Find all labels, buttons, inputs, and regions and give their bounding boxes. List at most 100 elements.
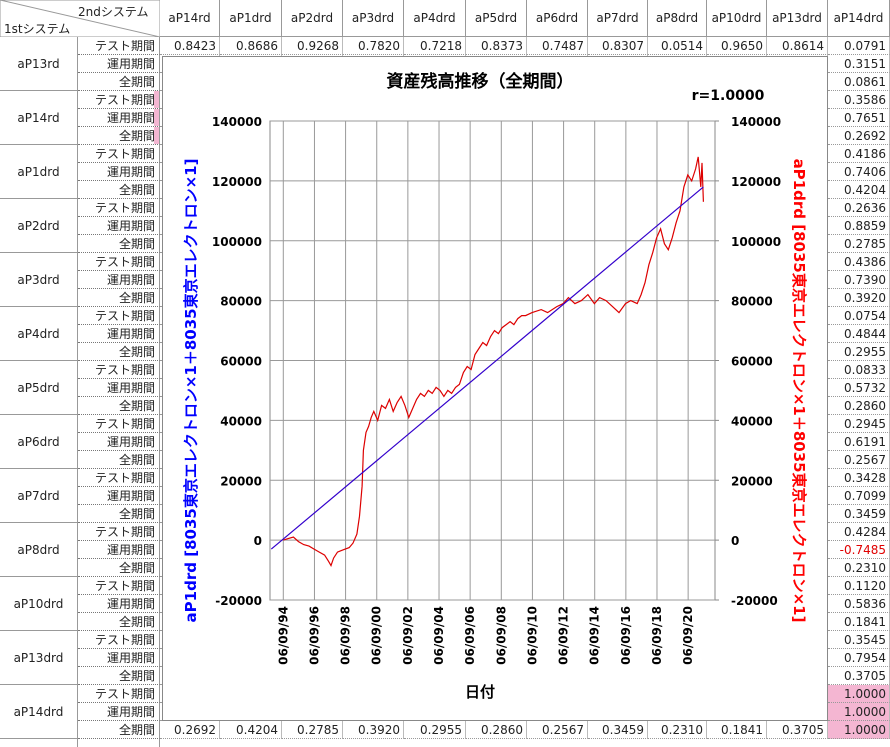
row-group-label: aP13rd <box>0 37 78 91</box>
row-label: テスト期間 <box>78 307 160 325</box>
value-cell: 0.7651 <box>828 109 890 127</box>
row-label: 全期間 <box>78 397 160 415</box>
value-cell: 0.7487 <box>527 37 588 55</box>
row-group-label: aP5drd <box>0 361 78 415</box>
y-tick-label: 60000 <box>220 355 262 369</box>
x-tick-label: 06/09/98 <box>339 606 353 665</box>
column-header: aP8drd <box>648 0 707 37</box>
value-cell: 0.2860 <box>828 397 890 415</box>
value-cell: 0.0514 <box>648 37 707 55</box>
value-cell: 0.8307 <box>588 37 648 55</box>
chart: 資産残高推移（全期間） r=1.0000 日付 -20000 0 20000 4000… <box>162 56 828 721</box>
y-tick-label: 20000 <box>220 474 262 488</box>
row-label: 全期間 <box>78 343 160 361</box>
value-cell: 0.5732 <box>828 379 890 397</box>
y-tick-label: 0 <box>254 534 262 548</box>
row-group-label: aP1drd <box>0 145 78 199</box>
y-tick-label: 120000 <box>212 175 262 189</box>
row-label: 全期間 <box>78 73 160 91</box>
row-label: 全期間 <box>78 721 160 739</box>
row-label: 全期間 <box>78 235 160 253</box>
value-cell: 0.2945 <box>828 415 890 433</box>
row-group-label: aP3drd <box>0 253 78 307</box>
column-header: aP13drd <box>767 0 828 37</box>
value-cell: 0.2567 <box>828 451 890 469</box>
row-group-label: aP7drd <box>0 469 78 523</box>
chart-title: 資産残高推移（全期間） <box>387 71 574 92</box>
value-cell: 0.3459 <box>828 505 890 523</box>
value-cell: 0.1841 <box>828 613 890 631</box>
value-cell: 0.3151 <box>828 55 890 73</box>
row-label: テスト期間 <box>78 145 160 163</box>
x-tick-label: 06/09/00 <box>370 606 384 665</box>
row-label: テスト期間 <box>78 37 160 55</box>
row-label: 運用期間 <box>78 649 160 667</box>
value-cell: 0.2785 <box>828 235 890 253</box>
row-label: 運用期間 <box>78 595 160 613</box>
value-cell: 1.0000 <box>828 703 890 721</box>
value-cell: 0.0861 <box>828 73 890 91</box>
value-cell: 0.4204 <box>220 721 282 739</box>
y-tick-label: 140000 <box>212 115 262 129</box>
y-axis-label: aP1drd [8035東京エレクトロン×1＋8035東京エレクトロン×1] <box>182 159 200 623</box>
value-cell: 0.7099 <box>828 487 890 505</box>
x-tick-label: 06/09/02 <box>401 606 415 665</box>
value-cell: 0.7390 <box>828 271 890 289</box>
row-label: 運用期間 <box>78 433 160 451</box>
y-tick-label: 100000 <box>212 235 262 249</box>
y2-axis-label: aP1drd [8035東京エレクトロン×1＋8035東京エレクトロン×1] <box>790 159 808 623</box>
value-cell: 0.9268 <box>282 37 343 55</box>
value-cell: 0.9650 <box>707 37 767 55</box>
value-cell: 0.7218 <box>404 37 466 55</box>
series-line <box>283 156 704 568</box>
x-tick-label: 06/09/06 <box>463 606 477 665</box>
x-tick-label: 06/09/16 <box>619 606 633 665</box>
row-label: 全期間 <box>78 559 160 577</box>
row-group-label: aP10drd <box>0 577 78 631</box>
x-tick-label: 06/09/08 <box>494 606 508 665</box>
row-label: テスト期間 <box>78 415 160 433</box>
column-header: aP3drd <box>343 0 404 37</box>
value-cell: 0.3428 <box>828 469 890 487</box>
row-label: 全期間 <box>78 613 160 631</box>
row-label: テスト期間 <box>78 631 160 649</box>
x-tick-label: 06/09/14 <box>588 606 602 665</box>
row-label: テスト期間 <box>78 361 160 379</box>
value-cell: 0.8614 <box>767 37 828 55</box>
x-tick-label: 06/09/96 <box>307 606 321 665</box>
corner-top: 2ndシステム <box>78 5 149 19</box>
value-cell: 0.3459 <box>588 721 648 739</box>
value-cell: 0.3545 <box>828 631 890 649</box>
row-label: 全期間 <box>78 289 160 307</box>
value-cell: 1.0000 <box>828 685 890 703</box>
value-cell: 0.3705 <box>828 667 890 685</box>
x-tick-label: 06/09/04 <box>432 606 446 665</box>
value-cell: 0.8423 <box>160 37 220 55</box>
row-group-label: aP2drd <box>0 199 78 253</box>
row-label: 運用期間 <box>78 271 160 289</box>
row-group-label: aP14drd <box>0 685 78 739</box>
y-tick-label: 40000 <box>220 414 262 428</box>
x-tick-label: 06/09/10 <box>525 606 539 665</box>
row-label: テスト期間 <box>78 685 160 703</box>
row-label: 運用期間 <box>78 703 160 721</box>
y2-tick-label: 80000 <box>731 295 773 309</box>
value-cell: 0.0791 <box>828 37 890 55</box>
value-cell: 0.4844 <box>828 325 890 343</box>
row-group-label: aP14rd <box>0 91 78 145</box>
y2-tick-label: 100000 <box>731 235 781 249</box>
value-cell: 0.3705 <box>767 721 828 739</box>
row-label: 運用期間 <box>78 217 160 235</box>
row-label: 運用期間 <box>78 163 160 181</box>
row-label: 全期間 <box>78 127 160 145</box>
row-label: テスト期間 <box>78 253 160 271</box>
x-tick-label: 06/09/18 <box>650 606 664 665</box>
row-label: 全期間 <box>78 505 160 523</box>
column-header: aP2drd <box>282 0 343 37</box>
row-group-label: aP6drd <box>0 415 78 469</box>
row-group-label <box>0 739 78 747</box>
column-header: aP6drd <box>527 0 588 37</box>
column-header: aP10drd <box>707 0 767 37</box>
value-cell: 0.2860 <box>466 721 527 739</box>
